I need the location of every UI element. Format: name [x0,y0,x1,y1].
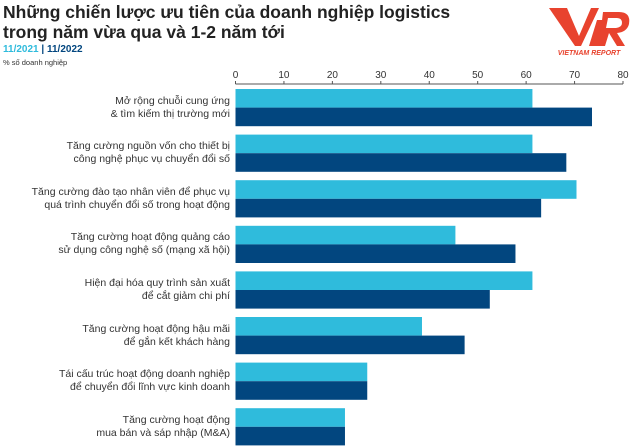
category-label-line: Tăng cường hoạt động hậu mãi [82,322,230,335]
bar-2022 [235,244,516,263]
category-label: Tăng cường hoạt động quảng cáo sử dụng cô… [10,231,230,257]
category-label-line: Mở rộng chuỗi cung ứng [115,94,230,107]
category-label-line: sử dụng công nghệ số (mạng xã hội) [58,244,230,257]
bar-2022 [235,426,345,446]
bar-2021 [235,89,533,108]
category-label-line: Tăng cường đào tạo nhân viên để phục vụ [31,185,230,198]
bar-2021 [235,408,345,427]
bar-2022 [235,198,542,218]
bar-2022 [235,381,368,400]
category-label-line: Tái cấu trúc hoạt động doanh nghiệp [58,368,230,381]
category-label: Tăng cường hoạt động hậu mãi để gắn kết k… [10,323,230,349]
x-tick-label: 30 [375,70,387,81]
category-label-line: Hiện đại hóa quy trình sản xuất [84,277,230,289]
chart-title: Những chiến lược ưu tiên của doanh nghiệ… [3,2,450,42]
x-tick-label: 10 [278,70,290,81]
category-label: Tăng cường nguồn vốn cho thiết bị công ng… [10,140,230,166]
category-label-line: & tìm kiếm thị trường mới [110,107,230,120]
bar-2022 [235,107,592,127]
bar-2021 [235,271,533,290]
category-label-line: mua bán và sáp nhập (M&A) [96,426,230,439]
vietnam-report-logo: VIETNAM REPORT [549,8,630,57]
unit-label: % số doanh nghiệp [3,58,68,67]
category-label: Tăng cường đào tạo nhân viên để phục vụ q… [10,186,230,212]
category-label-line: quá trình chuyển đổi số trong hoạt động [44,198,230,211]
legend-2021: 11/2021 [3,44,39,55]
bar-2021 [235,362,368,382]
category-label: Mở rộng chuỗi cung ứng & tìm kiếm thị trư… [10,95,230,121]
bar-2021 [235,180,577,199]
category-label-line: công nghệ phục vụ chuyển đổi số [73,153,230,166]
bar-2021 [235,317,422,336]
bar-2021 [235,134,533,154]
category-label-line: Tăng cường nguồn vốn cho thiết bị [66,140,230,153]
category-label-line: Tăng cường hoạt động quảng cáo [70,231,230,244]
x-tick-label: 20 [327,70,339,81]
legend-2022: 11/2022 [46,44,83,55]
x-tick-label: 0 [233,70,239,81]
legend: 11/2021 | 11/2022 [3,44,83,55]
bar-2021 [235,225,456,245]
x-tick-label: 70 [569,70,581,81]
title-line-2: trong năm vừa qua và 1-2 năm tới [3,22,285,42]
category-label: Tái cấu trúc hoạt động doanh nghiệp để ch… [10,368,230,394]
category-label: Tăng cường hoạt động mua bán và sáp nhập … [10,414,230,440]
x-tick-label: 80 [617,70,629,81]
x-tick-label: 60 [521,70,533,81]
x-tick-label: 40 [424,70,436,81]
category-label-line: để chuyển đổi lĩnh vực kinh doanh [70,381,230,394]
x-tick-label: 50 [472,70,484,81]
bar-2022 [235,153,567,172]
category-label-line: Tăng cường hoạt động [122,413,230,426]
bar-2022 [235,335,465,355]
bar-2022 [235,290,490,309]
title-line-1: Những chiến lược ưu tiên của doanh nghiệ… [3,2,451,22]
legend-separator: | [41,44,47,55]
svg-text:VIETNAM REPORT: VIETNAM REPORT [558,50,621,57]
category-label-line: để gắn kết khách hàng [123,335,230,348]
category-label-line: để cắt giảm chi phí [141,290,230,302]
category-label: Hiện đại hóa quy trình sản xuất để cắt gi… [10,277,230,303]
